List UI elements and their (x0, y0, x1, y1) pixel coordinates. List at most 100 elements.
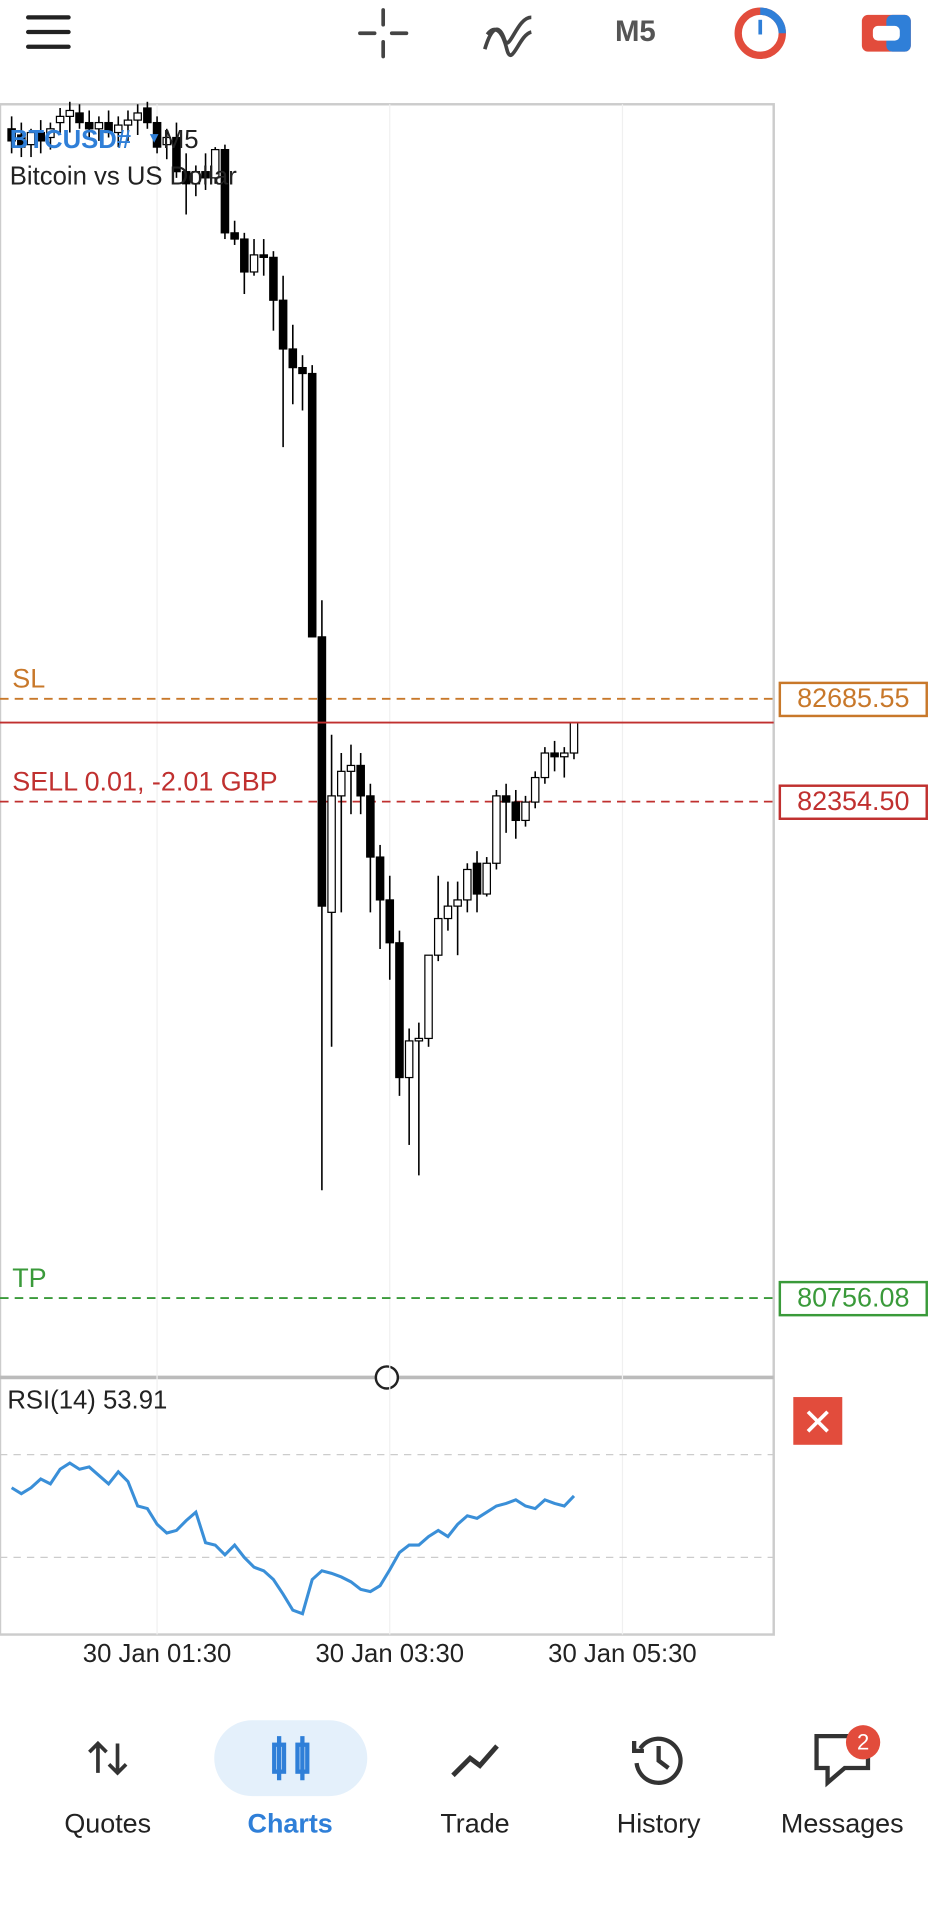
candle-body (210, 148, 220, 179)
price-box (778, 784, 928, 820)
candle-body (55, 115, 65, 124)
candle-body (463, 868, 472, 901)
one-click-button[interactable] (734, 7, 786, 59)
order-label: SELL 0.01, -2.01 GBP (12, 766, 277, 796)
candle-body (143, 107, 152, 124)
candle-body (201, 171, 210, 179)
x-tick-label: 30 Jan 05:30 (548, 1640, 697, 1668)
nav-item[interactable]: Trade (440, 1809, 509, 1839)
candle-body (240, 238, 249, 273)
menu-button[interactable] (26, 15, 71, 49)
trade-button[interactable] (861, 14, 911, 52)
pane-handle[interactable] (374, 1365, 400, 1390)
candle-body (317, 636, 327, 907)
order-label: TP (12, 1263, 46, 1293)
candle-body (521, 801, 530, 822)
candle-body (181, 171, 191, 185)
badge (845, 1725, 881, 1760)
candle-body (327, 795, 336, 913)
symbol[interactable]: BTCUSD# (10, 126, 131, 154)
candle-body (162, 136, 172, 146)
candle-body (569, 721, 579, 754)
candle-body (123, 119, 133, 126)
order-label: SL (12, 664, 45, 694)
candle-body (414, 1037, 424, 1042)
candle-body (278, 299, 288, 350)
crosshair-button[interactable] (358, 8, 409, 59)
candle-body (94, 121, 104, 130)
candle-body (172, 136, 181, 173)
candle-body (385, 899, 395, 944)
indicators-button[interactable] (483, 15, 533, 58)
rsi-label: RSI(14) 53.91 (7, 1387, 167, 1415)
symbol-description: Bitcoin vs US Dollar (10, 163, 237, 191)
candle-body (433, 917, 443, 956)
rsi-line (10, 1461, 576, 1616)
candle-body (249, 254, 259, 273)
candle-body (482, 862, 492, 895)
charts-icon (272, 1736, 310, 1781)
candle-body (511, 801, 521, 822)
candle-body (307, 372, 317, 638)
candle-body (530, 776, 540, 803)
candle-body (7, 128, 16, 142)
candle-body (75, 112, 84, 124)
candle-body (375, 856, 385, 901)
nav-item[interactable]: Charts (248, 1809, 333, 1839)
candle-body (36, 131, 46, 142)
candle-body (472, 862, 482, 895)
candle-body (259, 254, 269, 258)
quotes-icon (88, 1740, 128, 1776)
candle-body (356, 764, 365, 797)
candle-body (26, 131, 36, 146)
chart-timeframe: M5 (163, 126, 199, 154)
candle-body (17, 134, 26, 148)
candle-body (84, 121, 94, 130)
nav-item[interactable]: Messages (781, 1809, 904, 1839)
nav-item[interactable]: History (617, 1809, 701, 1839)
nav-item[interactable]: Quotes (64, 1809, 151, 1839)
badge-count: 2 (857, 1729, 869, 1754)
x-tick-label: 30 Jan 03:30 (315, 1640, 464, 1668)
bottom-nav: 2 Quotes Charts Trade History Messages (64, 1720, 904, 1839)
candle-body (220, 148, 230, 234)
candle-body (346, 764, 356, 772)
chart: BTCUSD# ▼ M5 Bitcoin vs US Dollar RSI(14… (0, 101, 843, 1636)
price-box (778, 1280, 928, 1317)
price-label: 82354.50 (797, 786, 909, 816)
candle-body (230, 232, 239, 240)
history-icon (632, 1736, 683, 1785)
price-label: 80756.08 (797, 1282, 909, 1312)
candle-body (443, 905, 453, 920)
timeframe-button[interactable]: M5 (615, 15, 656, 48)
price-box (778, 681, 928, 718)
candle-body (424, 954, 433, 1040)
candle-body (366, 795, 375, 858)
candle-body (337, 770, 346, 797)
candle-body (191, 171, 201, 185)
candle-body (104, 121, 113, 134)
candle-body (46, 128, 55, 139)
candle-body (453, 899, 462, 907)
candle-body (550, 752, 559, 758)
close-indicator-button[interactable] (793, 1397, 843, 1445)
price-label: 82685.55 (797, 683, 909, 713)
symbol-dropdown[interactable]: ▼ (147, 130, 162, 146)
candle-body (492, 795, 501, 864)
candle-body (540, 752, 550, 779)
candle-body (288, 348, 298, 369)
candle-body (133, 112, 142, 121)
candle-body (404, 1040, 414, 1079)
candle-body (65, 109, 75, 117)
trade-icon (451, 1744, 499, 1778)
active-pill (214, 1720, 368, 1797)
candle-body (114, 124, 123, 134)
candle-body (395, 942, 404, 1079)
x-tick-label: 30 Jan 01:30 (83, 1640, 232, 1668)
candle-body (560, 752, 569, 758)
candle-body (501, 795, 511, 803)
candle-body (152, 121, 162, 148)
